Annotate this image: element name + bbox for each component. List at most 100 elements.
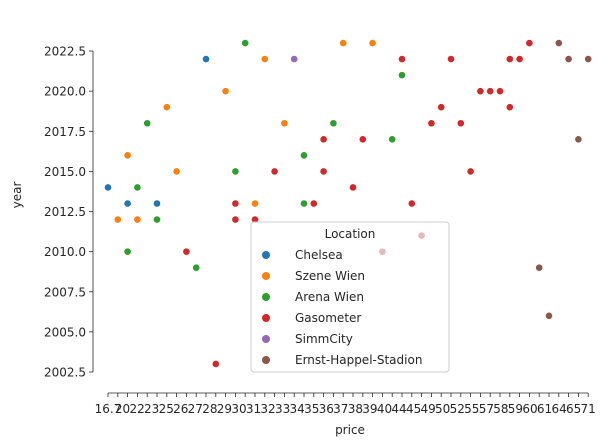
data-point-gasometer — [477, 87, 484, 95]
y-tick-label: 2002.5 — [44, 366, 86, 380]
x-tick-label: 29 — [217, 402, 232, 416]
x-tick-label: 44 — [391, 402, 406, 416]
x-tick-label: 35 — [304, 402, 319, 416]
data-point-gasometer — [349, 184, 357, 191]
data-point-arena-wien — [143, 119, 151, 127]
data-point-gasometer — [506, 55, 514, 63]
data-point-szene-wien — [163, 103, 171, 111]
data-point-faded — [379, 248, 386, 255]
x-tick-label: 22 — [129, 402, 144, 416]
y-tick-label: 2020.0 — [44, 85, 86, 99]
y-axis: 2002.5 2005.0 2007.5 2010.0 2012.5 2015.0 2017… — [44, 45, 94, 380]
x-tick-label: 65 — [566, 402, 581, 416]
legend-marker — [262, 335, 270, 343]
legend-title: Location — [325, 227, 376, 241]
data-point-ernst-happel-stadion — [575, 136, 582, 143]
data-point-arena-wien — [300, 152, 308, 159]
data-point-ernst-happel-stadion — [565, 55, 572, 63]
y-tick-label: 2022.5 — [44, 45, 86, 59]
legend-entry-label: Chelsea — [295, 248, 343, 262]
x-tick-label: 32 — [260, 402, 275, 416]
data-point-gasometer — [232, 216, 239, 223]
data-point-chelsea — [104, 184, 112, 191]
x-tick-label: 34 — [290, 402, 305, 416]
x-tick-label: 20 — [115, 402, 130, 416]
legend-entry-label: SimmCity — [295, 332, 353, 346]
data-point-arena-wien — [232, 168, 239, 175]
y-tick-label: 2005.0 — [44, 325, 86, 339]
data-point-gasometer — [526, 39, 533, 47]
data-point-gasometer — [183, 248, 190, 255]
data-point-szene-wien — [251, 200, 259, 207]
data-point-gasometer — [310, 200, 318, 207]
data-point-gasometer — [437, 103, 445, 111]
data-point-szene-wien — [339, 39, 347, 47]
data-point-gasometer — [251, 216, 259, 223]
y-tick-label: 2007.5 — [44, 285, 86, 299]
data-point-gasometer — [359, 136, 367, 143]
data-point-szene-wien — [222, 87, 229, 95]
data-point-gasometer — [457, 119, 465, 127]
data-point-gasometer — [486, 87, 494, 95]
data-point-gasometer — [516, 55, 523, 63]
data-point-simmcity — [290, 55, 298, 63]
x-axis-title: price — [335, 423, 365, 437]
x-tick-label: 64 — [551, 402, 566, 416]
data-point-faded — [418, 232, 425, 239]
x-tick-label: 31 — [246, 402, 261, 416]
x-tick-label: 39 — [362, 402, 377, 416]
data-point-ernst-happel-stadion — [555, 39, 563, 47]
x-tick-label: 33 — [275, 402, 290, 416]
x-tick-label: 59 — [508, 402, 523, 416]
data-point-szene-wien — [114, 216, 122, 223]
legend-marker — [262, 272, 270, 280]
data-point-ernst-happel-stadion — [535, 264, 543, 271]
x-tick-label: 61 — [537, 402, 552, 416]
data-point-arena-wien — [192, 264, 200, 271]
x-tick-label: 23 — [144, 402, 159, 416]
legend-entry-label: Arena Wien — [295, 290, 364, 304]
x-tick-label: 50 — [435, 402, 450, 416]
x-tick-label: 28 — [202, 402, 217, 416]
x-tick-label: 49 — [420, 402, 435, 416]
data-point-gasometer — [506, 103, 514, 111]
plot-area — [104, 39, 592, 368]
x-axis: 16.720 22 23 25 26 27 28 29 30 31 32 33 34 35 36 37 38 39… — [95, 392, 596, 416]
data-point-gasometer — [408, 200, 416, 207]
legend-entry-label: Szene Wien — [295, 269, 365, 283]
x-tick-label: 27 — [188, 402, 203, 416]
data-point-gasometer — [447, 55, 455, 63]
y-axis-title: year — [10, 182, 24, 209]
data-point-szene-wien — [281, 119, 288, 127]
data-point-gasometer — [398, 55, 406, 63]
data-point-chelsea — [124, 200, 131, 207]
data-point-gasometer — [496, 87, 504, 95]
y-tick-label: 2010.0 — [44, 245, 86, 259]
legend-marker — [262, 314, 270, 322]
data-point-szene-wien — [173, 168, 180, 175]
data-point-gasometer — [467, 168, 474, 175]
data-point-gasometer — [232, 200, 239, 207]
x-tick-label: 52 — [450, 402, 465, 416]
x-tick-label: 26 — [173, 402, 188, 416]
legend-marker — [262, 293, 270, 301]
legend-box — [250, 221, 450, 373]
x-tick-label: 40 — [377, 402, 392, 416]
data-point-arena-wien — [134, 184, 141, 191]
x-tick-label: 16.7 — [95, 402, 122, 416]
x-tick-label: 30 — [231, 402, 246, 416]
data-point-gasometer — [320, 136, 327, 143]
legend: Location Chelsea Szene Wien Arena Wien Gasom… — [250, 221, 450, 373]
legend-entry-label: Gasometer — [295, 311, 361, 325]
data-point-chelsea — [202, 55, 210, 63]
data-point-chelsea — [153, 200, 161, 207]
x-tick-label: 58 — [493, 402, 508, 416]
data-point-ernst-happel-stadion — [545, 312, 553, 320]
data-point-arena-wien — [398, 71, 406, 79]
legend-entry-label: Ernst-Happel-Stadion — [295, 353, 422, 367]
y-tick-label: 2012.5 — [44, 205, 86, 219]
data-point-ernst-happel-stadion — [584, 55, 592, 63]
x-tick-label: 25 — [159, 402, 174, 416]
x-tick-label: 37 — [333, 402, 348, 416]
data-point-gasometer — [271, 168, 278, 175]
